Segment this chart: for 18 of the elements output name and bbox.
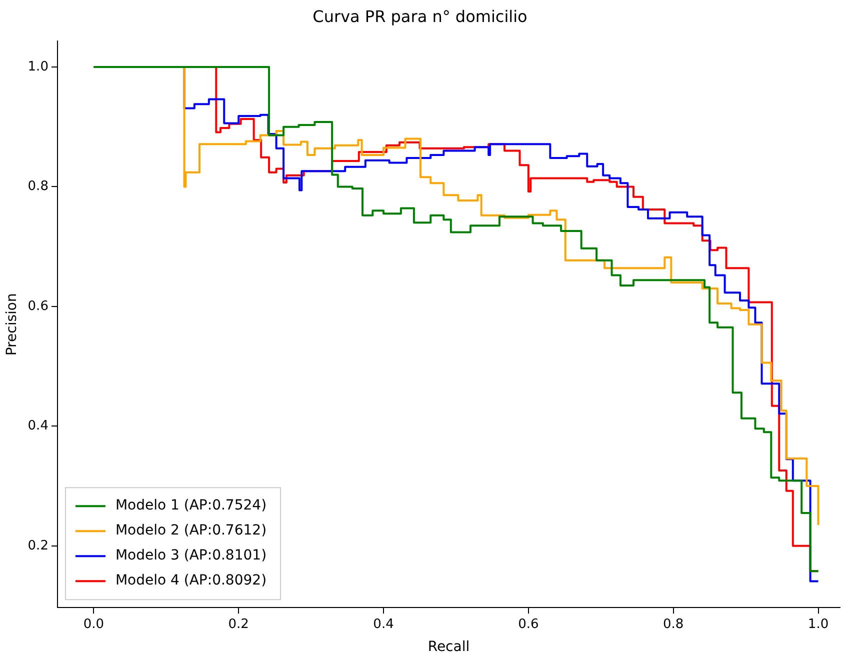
- y-tick-label: 0.8: [28, 179, 48, 194]
- legend-label: Modelo 3 (AP:0.8101): [115, 548, 267, 564]
- x-tick-label: 0.6: [518, 616, 539, 632]
- legend-label: Modelo 4 (AP:0.8092): [115, 572, 267, 589]
- y-tick-label: 0.6: [28, 298, 48, 314]
- x-tick-label: 1.0: [808, 616, 829, 632]
- legend-label: Modelo 1 (AP:0.7524): [115, 498, 267, 514]
- x-tick-label: 0.8: [663, 616, 684, 632]
- y-tick-label: 0.4: [28, 418, 48, 434]
- x-tick-label: 0.4: [373, 616, 394, 632]
- y-tick-label: 0.2: [28, 538, 48, 554]
- x-tick-label: 0.2: [228, 616, 249, 632]
- chart-title: Curva PR para n° domicilio: [312, 6, 528, 26]
- x-tick-label: 0.0: [83, 616, 104, 632]
- y-axis-title: Precision: [4, 293, 20, 356]
- legend-label: Modelo 2 (AP:0.7612): [115, 522, 267, 539]
- y-tick-label: 1.0: [28, 59, 48, 74]
- x-axis-title: Recall: [428, 639, 470, 656]
